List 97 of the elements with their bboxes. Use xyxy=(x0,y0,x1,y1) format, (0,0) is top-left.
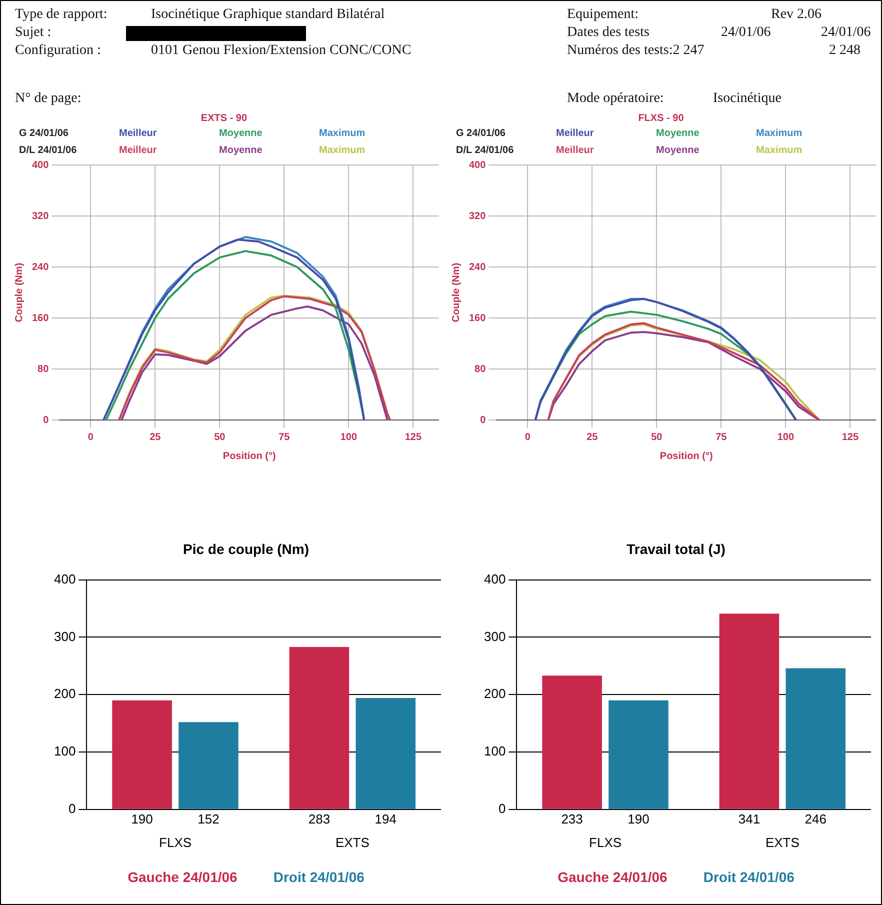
text: Moyenne xyxy=(656,128,700,139)
y-tick-label: 400 xyxy=(32,160,50,171)
data-label: 152 xyxy=(198,811,220,826)
text: Numéros des tests:2 247 xyxy=(567,43,704,59)
x-tick-label: FLXS xyxy=(159,834,192,850)
data-label: 190 xyxy=(131,811,153,826)
text: Meilleur xyxy=(119,128,158,139)
y-tick-label: 200 xyxy=(484,686,506,702)
bar xyxy=(608,700,668,809)
text: Rev 2.06 xyxy=(771,7,822,23)
text: Moyenne xyxy=(219,128,264,139)
text: 2 248 xyxy=(829,43,860,59)
data-label: 190 xyxy=(628,811,650,826)
text: Type de rapport: xyxy=(15,7,108,23)
bar xyxy=(356,698,416,809)
y-tick-label: 160 xyxy=(468,312,486,324)
x-tick-label: 25 xyxy=(150,432,162,443)
y-tick-label: 400 xyxy=(54,571,76,586)
x-tick-label: 75 xyxy=(278,432,290,443)
text: Meilleur xyxy=(556,145,595,156)
x-tick-label: 50 xyxy=(651,432,663,443)
y-tick-label: 0 xyxy=(68,800,76,816)
y-tick-label: 0 xyxy=(43,414,50,426)
bar xyxy=(112,700,172,809)
text: Droit 24/01/06 xyxy=(703,869,794,885)
text: Droit 24/01/06 xyxy=(273,869,364,885)
y-tick-label: 100 xyxy=(484,744,506,759)
text: Meilleur xyxy=(119,145,158,156)
y-tick-label: 300 xyxy=(484,628,506,644)
text: Isocinétique xyxy=(713,91,782,107)
text: Configuration : xyxy=(15,43,101,59)
text: 24/01/06 xyxy=(721,25,771,41)
y-tick-label: 160 xyxy=(32,312,50,324)
text: Isocinétique Graphique standard Bilatéral xyxy=(151,7,385,23)
y-axis-title: Couple (Nm) xyxy=(14,262,25,322)
y-tick-label: 320 xyxy=(32,210,50,222)
bar xyxy=(719,614,780,809)
x-tick-label: 100 xyxy=(777,432,794,443)
text: 24/01/06 xyxy=(821,25,871,41)
x-tick-label: 125 xyxy=(842,432,859,443)
x-axis-title: Position (°) xyxy=(222,450,276,462)
x-tick-label: 25 xyxy=(586,432,598,443)
text: Mode opératoire: xyxy=(567,91,664,107)
text: G 24/01/06 xyxy=(19,128,70,139)
data-label: 246 xyxy=(804,811,826,826)
data-label: 341 xyxy=(738,811,760,826)
text: Moyenne xyxy=(656,145,700,156)
x-tick-label: 0 xyxy=(88,432,94,443)
x-tick-label: 50 xyxy=(214,432,226,443)
y-tick-label: 200 xyxy=(54,686,76,702)
data-label: 283 xyxy=(308,811,330,826)
y-tick-label: 300 xyxy=(54,628,76,644)
text: Meilleur xyxy=(556,128,595,139)
y-tick-label: 100 xyxy=(54,744,76,759)
text: Dates des tests xyxy=(567,25,650,41)
bar xyxy=(786,668,846,809)
data-label: 233 xyxy=(561,811,583,826)
text: Maximum xyxy=(756,145,804,156)
text: Maximum xyxy=(319,128,366,139)
text: G 24/01/06 xyxy=(456,128,506,139)
x-tick-label: EXTS xyxy=(765,834,800,850)
y-tick-label: 400 xyxy=(468,160,486,171)
x-tick-label: EXTS xyxy=(335,834,370,850)
text: Sujet : xyxy=(15,25,52,41)
text: Equipement: xyxy=(567,7,639,23)
y-tick-label: 80 xyxy=(38,364,50,375)
chart-title: EXTS - 90 xyxy=(200,113,248,124)
chart-title: Travail total (J) xyxy=(626,541,726,557)
y-tick-label: 240 xyxy=(32,262,50,273)
y-tick-label: 240 xyxy=(468,262,486,273)
data-label: 194 xyxy=(374,811,396,826)
text: Moyenne xyxy=(219,145,264,156)
y-tick-label: 320 xyxy=(468,210,486,222)
text: D/L 24/01/06 xyxy=(19,145,78,156)
text: N° de page: xyxy=(15,91,82,107)
chart-title: FLXS - 90 xyxy=(637,113,685,124)
text: Maximum xyxy=(319,145,366,156)
text: 0101 Genou Flexion/Extension CONC/CONC xyxy=(151,43,412,59)
text: Gauche 24/01/06 xyxy=(558,869,668,885)
y-tick-label: 0 xyxy=(498,800,506,816)
text: D/L 24/01/06 xyxy=(456,145,515,156)
bar xyxy=(178,722,238,809)
x-tick-label: FLXS xyxy=(589,834,622,850)
x-tick-label: 75 xyxy=(716,432,728,443)
x-axis-title: Position (°) xyxy=(660,450,713,462)
y-tick-label: 80 xyxy=(474,364,486,375)
y-axis-title: Couple (Nm) xyxy=(450,262,462,322)
bar xyxy=(289,646,350,809)
text: Maximum xyxy=(756,128,804,139)
y-tick-label: 400 xyxy=(484,571,506,586)
x-tick-label: 0 xyxy=(524,432,531,443)
x-tick-label: 125 xyxy=(404,432,422,443)
bar xyxy=(542,676,602,809)
chart-title: Pic de couple (Nm) xyxy=(182,541,310,557)
x-tick-label: 100 xyxy=(340,432,358,443)
y-tick-label: 0 xyxy=(480,414,486,426)
text: Gauche 24/01/06 xyxy=(128,869,238,885)
